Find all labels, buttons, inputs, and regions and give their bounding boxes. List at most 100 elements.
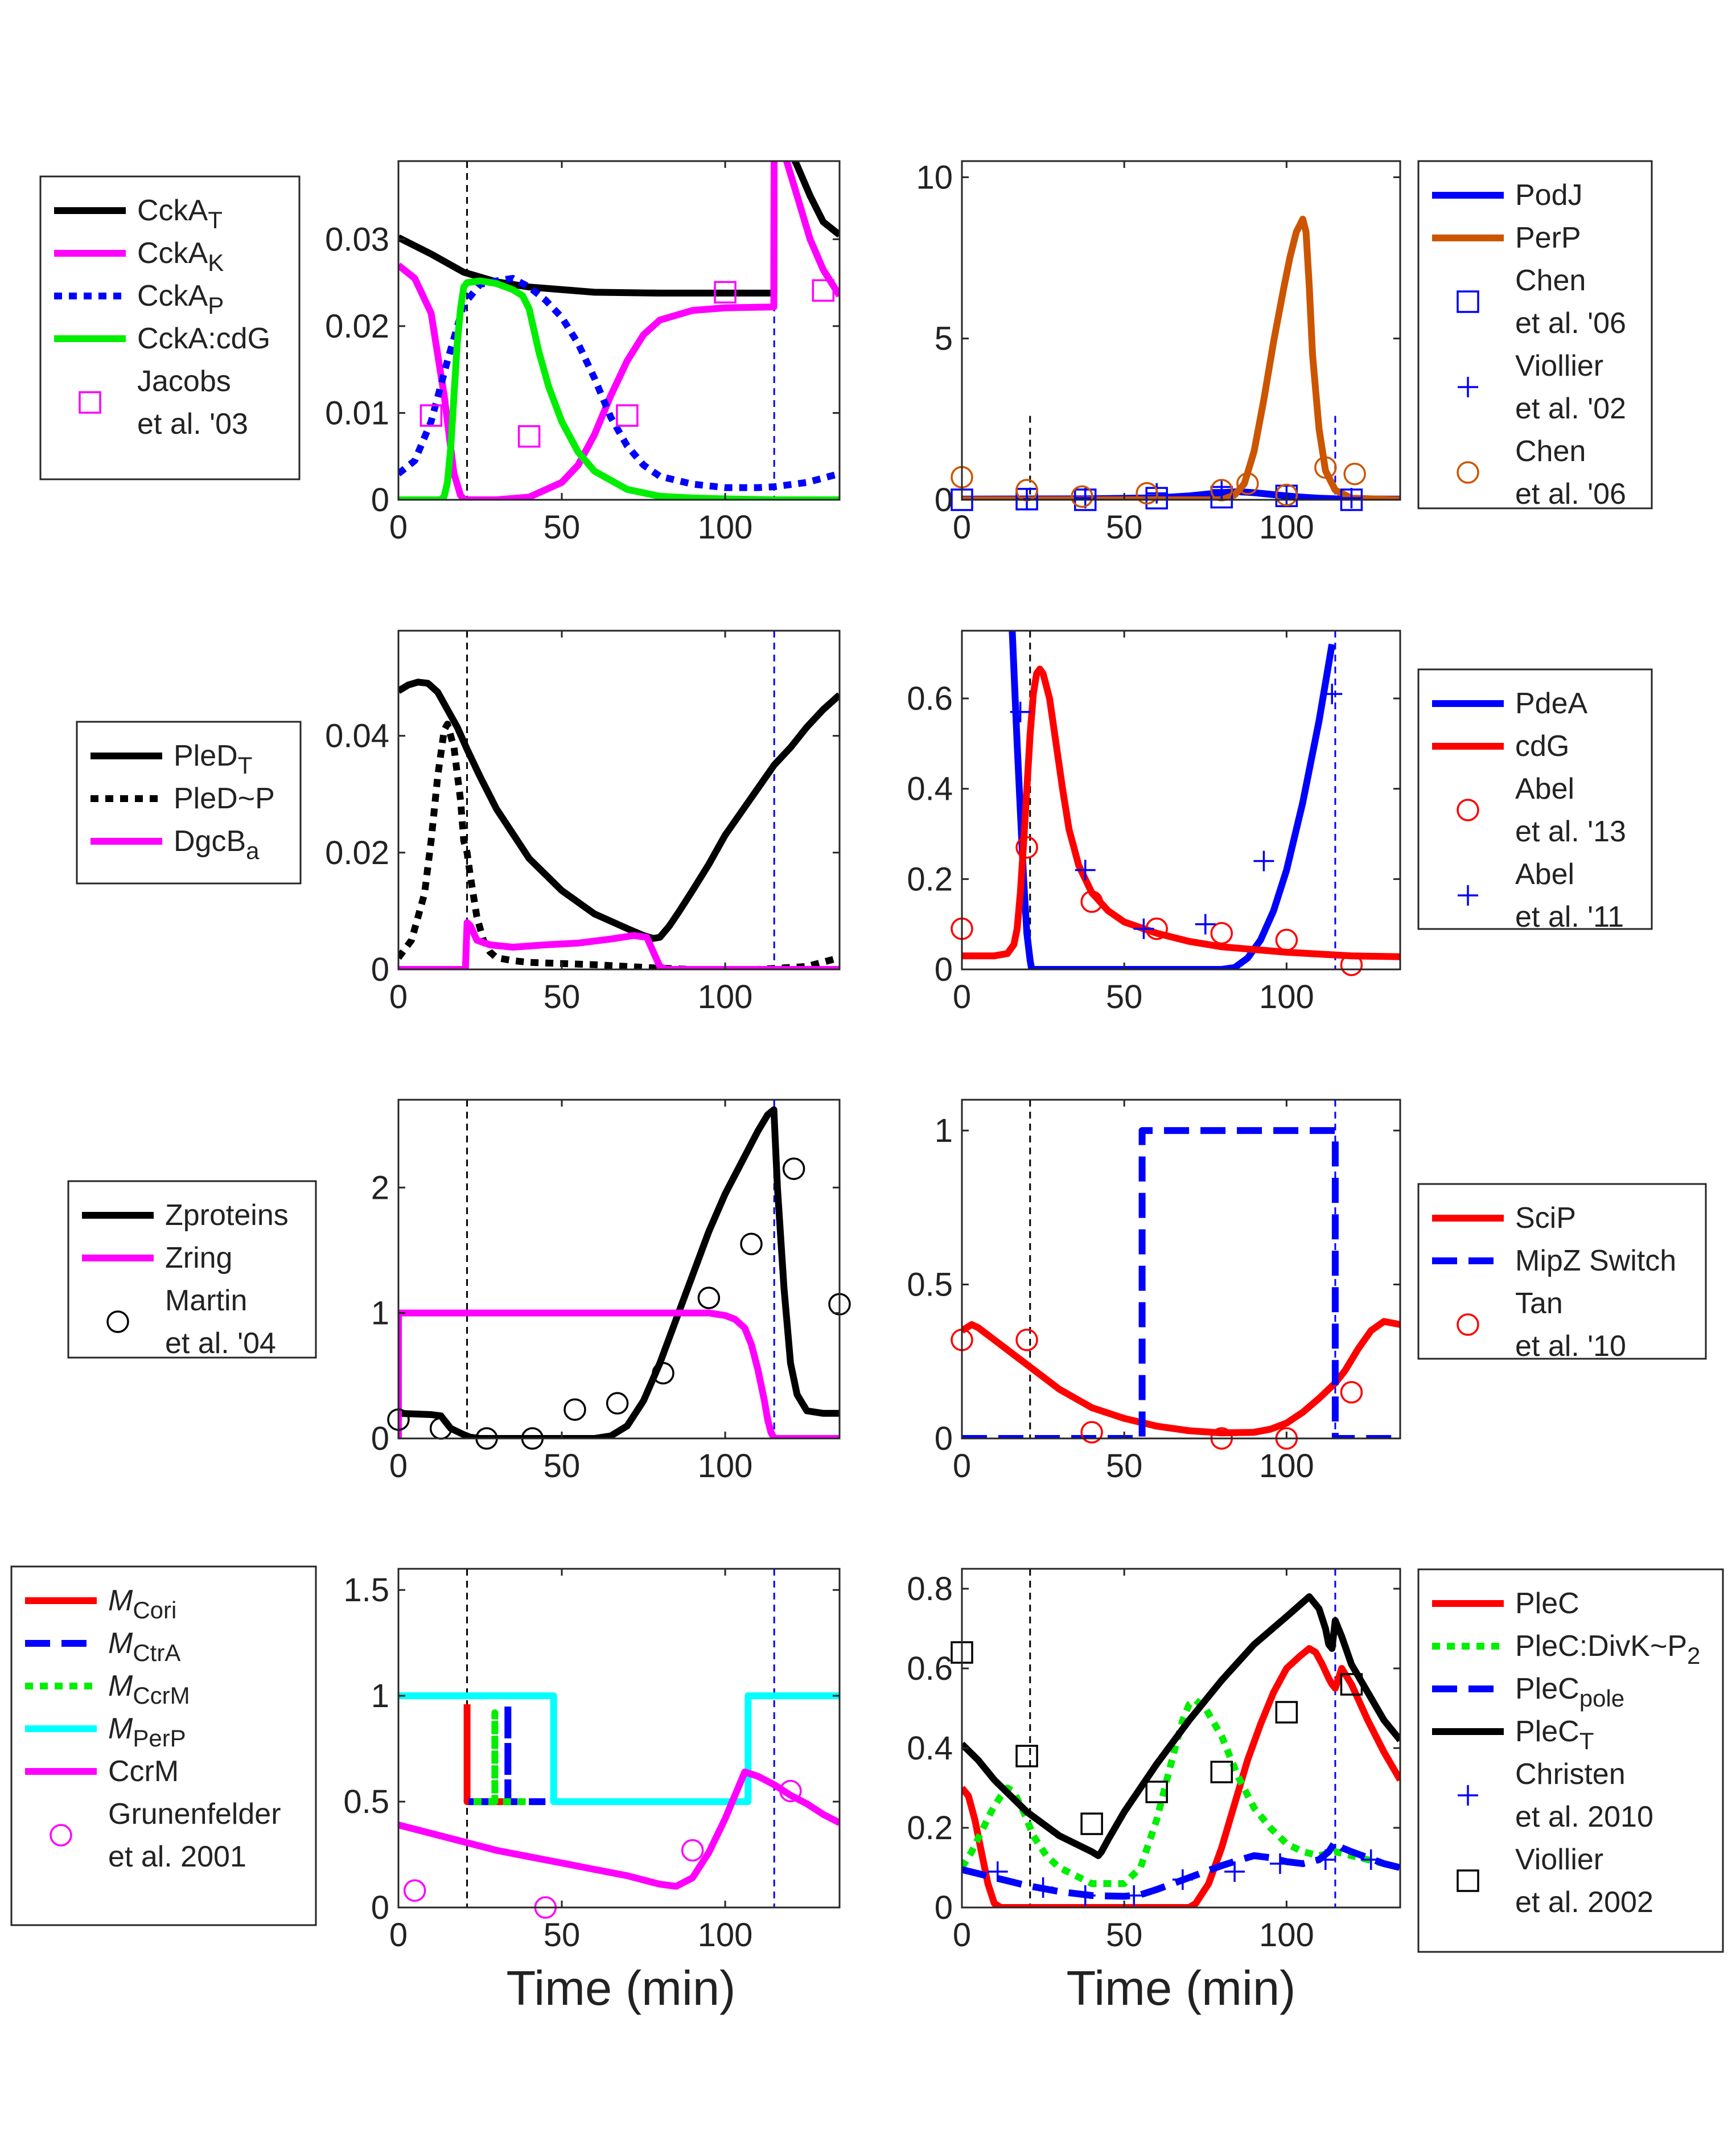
data-point	[1195, 914, 1216, 935]
legend-label: et al. '04	[165, 1327, 276, 1360]
legend-label: PleC:DivK~P2	[1515, 1630, 1700, 1669]
series-line-2	[398, 161, 840, 500]
data-point	[779, 1779, 802, 1803]
x-tick-label: 0	[389, 509, 408, 546]
series-line-3	[398, 919, 840, 969]
legend-label: CcrM	[108, 1755, 179, 1788]
data-point	[1275, 483, 1298, 507]
legend-label: CckAT	[137, 194, 223, 233]
data-point	[606, 1392, 629, 1415]
legend-label: et al. '06	[1515, 478, 1626, 511]
series-line-2	[962, 1127, 1400, 1438]
series-line-4	[398, 1692, 840, 1806]
data-point	[652, 1362, 674, 1385]
series-line-1	[962, 1318, 1400, 1437]
y-tick-label: 0.5	[907, 1267, 953, 1304]
y-tick-label: 0.03	[325, 221, 389, 258]
axes-frame	[961, 1099, 1401, 1440]
y-tick-label: 2	[371, 1169, 389, 1206]
data-point	[782, 1157, 805, 1180]
x-tick-label: 0	[953, 1917, 971, 1954]
data-point	[1210, 1761, 1233, 1783]
data-point	[714, 281, 737, 304]
plot-area	[398, 1692, 840, 1890]
x-tick-label: 50	[1106, 1917, 1143, 1954]
chart-8: 0 50 100 0 0.2 0.4 0.6 0.8 PleC PleC:DivK~P2PleCp…	[907, 1568, 1724, 1954]
data-point	[1015, 1329, 1038, 1351]
series-line-1	[962, 1645, 1400, 1907]
legend-label: et al. '02	[1515, 392, 1626, 425]
series-line-5	[398, 1769, 840, 1890]
legend-marker	[1457, 290, 1479, 313]
legend-box	[1417, 1568, 1724, 1953]
plot-area	[962, 631, 1400, 969]
data-point	[1360, 1849, 1381, 1870]
y-tick-label: 1	[371, 1678, 389, 1715]
x-tick-label: 100	[698, 1448, 753, 1485]
x-tick-label: 100	[1259, 979, 1314, 1016]
legend-label: CckAP	[137, 279, 224, 319]
data-point	[1340, 1381, 1363, 1404]
x-tick-label: 50	[544, 1917, 581, 1954]
legend-box	[10, 1565, 317, 1926]
axes-frame	[961, 160, 1401, 501]
data-point	[1075, 860, 1096, 881]
legend-label: et al. '03	[137, 408, 248, 441]
data-point	[1133, 918, 1154, 939]
legend-label: Zring	[165, 1241, 232, 1274]
data-point	[1314, 456, 1337, 479]
y-tick-label: 0	[935, 951, 953, 988]
legend-label: MCcrM	[108, 1670, 190, 1709]
plot-area	[962, 1127, 1400, 1438]
data-point	[1210, 922, 1233, 945]
data-point	[616, 404, 639, 427]
legend-box	[67, 1180, 317, 1359]
legend-marker	[106, 1310, 129, 1333]
series-line-2	[398, 721, 840, 969]
legend-label: Jacobs	[137, 365, 231, 398]
y-tick-label: 0.02	[325, 308, 389, 345]
x-tick-label: 0	[953, 509, 971, 546]
y-tick-label: 1	[371, 1295, 389, 1332]
legend-label: Tan	[1515, 1287, 1563, 1320]
data-point	[403, 1879, 426, 1902]
axes-frame	[397, 1568, 841, 1909]
legend: PdeA cdG Abel et al. '13 Abel et al. '11	[1417, 668, 1653, 934]
legend-label: Abel	[1515, 858, 1574, 891]
data-point	[563, 1398, 586, 1421]
data-point	[1322, 684, 1343, 705]
legend-label: Chen	[1515, 435, 1586, 468]
y-tick-label: 0	[371, 482, 389, 519]
x-tick-label: 50	[544, 1448, 581, 1485]
legend-label: SciP	[1515, 1202, 1576, 1235]
axes-frame	[397, 160, 841, 501]
y-tick-label: 0.4	[907, 771, 953, 808]
series-line-4	[962, 1593, 1400, 1859]
data-point	[1032, 1877, 1054, 1898]
data-point	[1015, 836, 1038, 859]
legend-label: MipZ Switch	[1515, 1244, 1676, 1277]
data-point	[1080, 1812, 1103, 1835]
series-line-3	[398, 275, 840, 491]
legend-label: et al. 2010	[1515, 1800, 1653, 1833]
legend-label: Grunenfelder	[108, 1798, 281, 1831]
data-point	[1275, 928, 1298, 952]
data-point	[1075, 1885, 1096, 1906]
legend-label: et al. '10	[1515, 1330, 1626, 1363]
x-tick-label: 100	[698, 509, 753, 546]
axes-frame	[397, 1099, 841, 1440]
data-point	[1340, 1673, 1363, 1696]
legend-label: et al. '13	[1515, 815, 1626, 848]
legend-label: Christen	[1515, 1758, 1626, 1791]
data-point	[1211, 480, 1232, 500]
x-tick-label: 0	[389, 979, 408, 1016]
y-tick-label: 5	[935, 320, 953, 357]
axes-frame	[961, 1568, 1401, 1909]
legend-marker	[79, 391, 101, 414]
data-point	[1315, 1849, 1336, 1870]
x-tick-label: 50	[1106, 509, 1143, 546]
legend-label: PleCpole	[1515, 1672, 1624, 1712]
